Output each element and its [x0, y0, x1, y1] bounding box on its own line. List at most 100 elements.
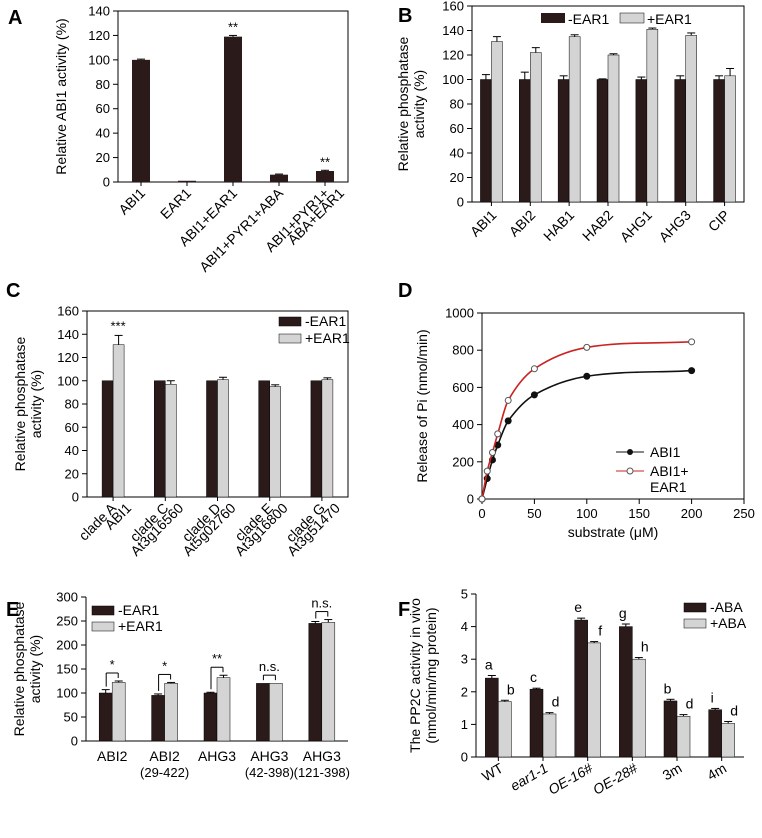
y-tick-label: 4: [461, 619, 468, 634]
y-tick-label: 60: [65, 420, 79, 435]
y-axis-label: activity (%): [28, 370, 44, 438]
significance-letter: d: [552, 694, 560, 710]
bar-EAR1-1: [519, 79, 531, 203]
x-tick-label: ABI2: [506, 207, 539, 240]
bar-2: [224, 36, 242, 183]
y-tick-label: 400: [452, 417, 474, 432]
x-tick-label: 0: [478, 506, 485, 521]
y-axis-label: Relative phosphatase: [12, 336, 28, 471]
y-tick-label: 40: [96, 126, 110, 141]
x-tick-sublabel: (121-398): [294, 765, 350, 780]
y-tick-label: 120: [88, 28, 110, 43]
significance-letter: b: [664, 680, 672, 696]
data-point: [483, 467, 491, 475]
y-axis-label: Relative phosphatase: [395, 36, 411, 171]
data-point: [583, 343, 591, 351]
data-point: [478, 495, 486, 503]
legend-label: +EAR1: [118, 618, 163, 634]
x-tick-label: CIP: [705, 207, 733, 235]
significance-letter: i: [711, 689, 714, 705]
significance-label: *: [110, 657, 115, 672]
y-tick-label: 160: [57, 304, 79, 319]
y-tick-label: 20: [65, 466, 79, 481]
bar-EAR1-2: [203, 692, 218, 742]
bar-4: [316, 171, 334, 182]
x-tick-label: ABI2: [97, 748, 128, 764]
bar-EAR1-3: [607, 54, 620, 203]
x-tick-label: HAB1: [540, 207, 577, 244]
x-tick-label: 200: [681, 506, 703, 521]
bar-3: [270, 174, 288, 182]
x-tick-label: AHG3: [656, 207, 694, 245]
significance-letter: d: [686, 696, 694, 712]
x-tick-label: 150: [628, 506, 650, 521]
data-point: [488, 449, 496, 456]
x-tick-label: 50: [527, 506, 541, 521]
data-point: [688, 338, 696, 346]
bar-EAR1-4: [646, 29, 659, 203]
y-tick-label: 40: [65, 443, 79, 458]
panel-label-e: E: [6, 599, 19, 621]
legend-label: ABI1+: [650, 463, 689, 479]
data-point: [494, 430, 502, 438]
significance-letter: a: [485, 657, 493, 673]
legend-swatch: [541, 13, 565, 23]
data-point: [688, 367, 696, 375]
x-tick-label: WT: [479, 760, 506, 785]
bar-EAR1-2: [557, 79, 570, 203]
y-tick-label: 80: [65, 397, 79, 412]
bar-EAR1-1: [530, 52, 542, 203]
panel-label-a: A: [8, 7, 22, 29]
x-tick-label: ear1-1: [507, 760, 550, 794]
bar-EAR1-4: [310, 380, 323, 498]
bar-ABA-2: [574, 619, 588, 758]
y-tick-label: 1: [461, 717, 468, 732]
y-tick-label: 0: [103, 175, 110, 190]
panel-label-b: B: [398, 5, 412, 27]
bar-ABA-5: [708, 709, 722, 758]
x-tick-label: OE-28#: [590, 760, 640, 798]
y-tick-label: 60: [450, 121, 464, 136]
y-tick-label: 200: [452, 454, 474, 469]
legend-label: -EAR1: [568, 11, 609, 27]
x-tick-label: HAB2: [579, 207, 616, 244]
bar-ABA-5: [721, 723, 735, 758]
data-point: [530, 391, 538, 399]
y-axis-label: (nmol/min/mg protein): [423, 607, 439, 743]
y-axis-label: Relative phosphatase: [11, 601, 27, 736]
y-tick-label: 120: [57, 350, 79, 365]
x-tick-label: AHG3: [303, 748, 341, 764]
legend-marker: [627, 449, 633, 455]
bar-EAR1-1: [154, 380, 166, 498]
y-tick-label: 800: [452, 343, 474, 358]
significance-letter: d: [730, 702, 738, 718]
bar-EAR1-3: [258, 380, 270, 498]
bar-EAR1-4: [308, 623, 323, 742]
legend-swatch: [278, 333, 302, 344]
bar-EAR1-0: [101, 380, 114, 498]
bar-EAR1-0: [480, 79, 492, 203]
data-point: [530, 365, 538, 373]
bar-EAR1-3: [269, 683, 283, 742]
y-tick-label: 140: [442, 23, 464, 38]
significance-letter: b: [507, 681, 515, 697]
panel-label-f: F: [398, 599, 410, 621]
bar-1: [178, 180, 196, 182]
bar-ABA-2: [587, 642, 601, 758]
legend-label: ABI1: [650, 444, 681, 460]
y-tick-label: 120: [442, 48, 464, 63]
significance-label: ***: [111, 318, 126, 333]
significance-letter: h: [641, 639, 649, 655]
bar-EAR1-4: [635, 79, 648, 203]
panel-label-d: D: [398, 280, 412, 302]
data-point: [504, 417, 512, 425]
y-tick-label: 100: [442, 72, 464, 87]
legend-marker: [626, 467, 634, 475]
y-tick-label: 5: [461, 587, 468, 602]
bar-EAR1-1: [165, 383, 177, 498]
bar-ABA-1: [529, 688, 544, 758]
bar-0: [132, 59, 150, 182]
y-tick-label: 160: [442, 0, 464, 14]
x-tick-label: 4m: [704, 760, 729, 784]
y-tick-label: 0: [457, 195, 464, 210]
